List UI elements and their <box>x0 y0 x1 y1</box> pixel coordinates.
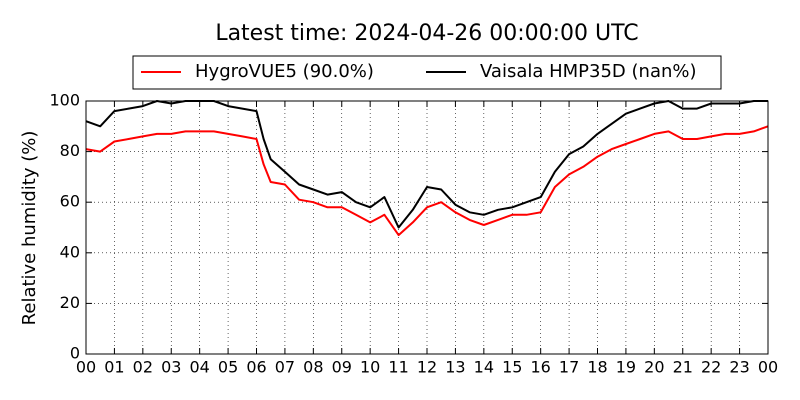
x-tick-label: 15 <box>502 358 522 377</box>
y-tick-label: 0 <box>70 344 80 363</box>
x-tick-label: 10 <box>360 358 380 377</box>
x-tick-label: 17 <box>559 358 579 377</box>
y-axis-label: Relative humidity (%) <box>19 131 40 326</box>
legend-label: HygroVUE5 (90.0%) <box>195 61 374 82</box>
plot-frame <box>85 100 769 355</box>
x-tick-label: 21 <box>673 358 693 377</box>
y-tick-label: 60 <box>60 192 80 211</box>
line-series <box>85 125 769 237</box>
x-tick-label: 06 <box>246 358 266 377</box>
x-tick-label: 08 <box>303 358 323 377</box>
legend-label: Vaisala HMP35D (nan%) <box>480 61 697 82</box>
x-tick-label: 19 <box>616 358 636 377</box>
x-tick-label: 22 <box>701 358 721 377</box>
x-tick-label: 07 <box>275 358 295 377</box>
x-tick-label: 03 <box>161 358 181 377</box>
x-tick-label: 00 <box>758 358 778 377</box>
x-tick-label: 00 <box>76 358 96 377</box>
x-tick-label: 05 <box>218 358 238 377</box>
x-tick-label: 02 <box>133 358 153 377</box>
x-tick-label: 13 <box>445 358 465 377</box>
x-tick-label: 12 <box>417 358 437 377</box>
x-tick-label: 14 <box>474 358 494 377</box>
y-tick-label: 80 <box>60 141 80 160</box>
x-tick-label: 23 <box>729 358 749 377</box>
y-tick-label: 20 <box>60 293 80 312</box>
chart-title: Latest time: 2024-04-26 00:00:00 UTC <box>215 21 638 46</box>
y-tick-label: 100 <box>49 91 80 110</box>
x-tick-label: 04 <box>189 358 209 377</box>
x-tick-label: 01 <box>104 358 124 377</box>
x-tick-label: 11 <box>388 358 408 377</box>
x-tick-label: 16 <box>530 358 550 377</box>
x-tick-label: 18 <box>587 358 607 377</box>
x-tick-label: 20 <box>644 358 664 377</box>
y-tick-label: 40 <box>60 242 80 261</box>
x-tick-label: 09 <box>332 358 352 377</box>
